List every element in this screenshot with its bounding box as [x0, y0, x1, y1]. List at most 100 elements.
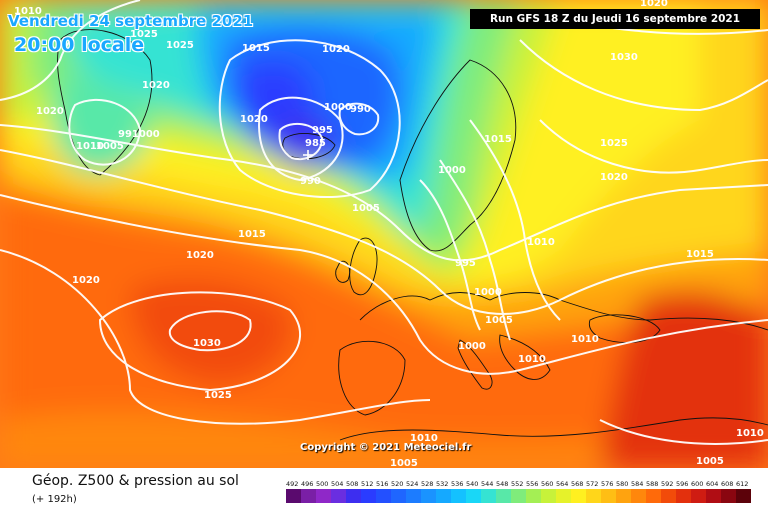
scale-tick-label: 552 [511, 480, 523, 488]
isobar-label: 1020 [36, 106, 64, 117]
isobar-label: 1000 [438, 165, 466, 176]
scale-tick-label: 556 [526, 480, 538, 488]
scale-tick-label: 524 [406, 480, 418, 488]
scale-swatch [706, 489, 721, 503]
isobar-label: 1020 [640, 0, 668, 9]
isobar-label: 1030 [610, 52, 638, 63]
scale-tick-label: 540 [466, 480, 478, 488]
scale-swatch [691, 489, 706, 503]
europe-coast [359, 292, 768, 331]
forecast-lead-time: (+ 192h) [32, 494, 77, 505]
low-center-marker [303, 150, 313, 160]
isobar-label: 1010 [571, 334, 599, 345]
isobar-label: 1005 [390, 458, 418, 468]
isobar-label: 1010 [76, 141, 104, 152]
scale-tick-label: 568 [571, 480, 583, 488]
scale-tick-label: 544 [481, 480, 493, 488]
isobar-label: 1010 [410, 433, 438, 444]
scale-swatch [421, 489, 436, 503]
isobar-label: 1020 [240, 114, 268, 125]
scale-tick-label: 512 [361, 480, 373, 488]
isobar-label: 1030 [193, 338, 221, 349]
scale-tick-label: 516 [376, 480, 388, 488]
isobar-label: 1020 [322, 44, 350, 55]
isobar-label: 1015 [686, 249, 714, 260]
scale-tick-label: 532 [436, 480, 448, 488]
scale-tick-label: 560 [541, 480, 553, 488]
scale-tick-label: 528 [421, 480, 433, 488]
forecast-date: Vendredi 24 septembre 2021 [8, 12, 254, 30]
isobar-label: 1010 [14, 6, 42, 17]
scale-tick-label: 584 [631, 480, 643, 488]
isobar-label: 1005 [96, 141, 124, 152]
isobar-label: 1025 [130, 29, 158, 40]
isobar-label: 1020 [600, 172, 628, 183]
scale-swatch [541, 489, 556, 503]
isobar-label: 1020 [186, 250, 214, 261]
italy-coast [457, 339, 493, 390]
copyright-notice: Copyright © 2021 Meteociel.fr [300, 442, 472, 453]
scale-tick-labels: 492 496 500 504 508 512 516 520 524 528 532 536 540 5… [286, 480, 748, 488]
scale-swatch [496, 489, 511, 503]
scale-swatch [301, 489, 316, 503]
scale-swatch [361, 489, 376, 503]
scale-tick-label: 508 [346, 480, 358, 488]
isobar-label: 995 [312, 125, 333, 136]
forecast-time: 20:00 locale [14, 34, 145, 56]
scale-tick-label: 600 [691, 480, 703, 488]
scale-swatch [511, 489, 526, 503]
scale-swatch [526, 489, 541, 503]
isobar-label: 1010 [518, 354, 546, 365]
scale-tick-label: 580 [616, 480, 628, 488]
scale-tick-label: 608 [721, 480, 733, 488]
scale-tick-label: 596 [676, 480, 688, 488]
isobar-label: 1015 [484, 134, 512, 145]
greenland-coast [57, 29, 153, 176]
isobar-label: 1020 [72, 275, 100, 286]
scale-tick-label: 520 [391, 480, 403, 488]
isobar-labels: 1010 1025 1025 1020 1020 991000 1010 100… [14, 0, 764, 468]
scale-tick-label: 536 [451, 480, 463, 488]
scale-swatch [721, 489, 736, 503]
scale-swatch [466, 489, 481, 503]
scale-tick-label: 504 [331, 480, 343, 488]
scale-swatch [571, 489, 586, 503]
isobar-label: 1000 [458, 341, 486, 352]
scale-swatch [451, 489, 466, 503]
geopotential-field [0, 0, 768, 468]
scale-swatch [286, 489, 301, 503]
isobar-label: 1015 [242, 43, 270, 54]
scale-swatch [736, 489, 751, 503]
scale-tick-label: 612 [736, 480, 748, 488]
isobar-label: 1005 [352, 203, 380, 214]
scale-tick-label: 576 [601, 480, 613, 488]
black-sea-coast [588, 314, 661, 343]
isobar-label: 1005 [696, 456, 724, 467]
isobar-label: 990 [350, 104, 371, 115]
isobar-label: 991000 [118, 129, 160, 140]
scale-swatch [406, 489, 421, 503]
map-title: Géop. Z500 & pression au sol [32, 473, 239, 489]
scale-swatch [376, 489, 391, 503]
scale-swatch [316, 489, 331, 503]
africa-coast [339, 417, 768, 441]
scale-swatch [331, 489, 346, 503]
scale-tick-label: 548 [496, 480, 508, 488]
coastlines [57, 29, 768, 441]
isobar-label: 1005 [485, 315, 513, 326]
scandinavia-coast [399, 59, 517, 252]
isobar-label: 1020 [142, 80, 170, 91]
scale-tick-label: 604 [706, 480, 718, 488]
scale-swatch [436, 489, 451, 503]
isobar-label: 985 [305, 138, 326, 149]
weather-map: 1010 1025 1025 1020 1020 991000 1010 100… [0, 0, 768, 468]
iberia-coast [338, 340, 406, 416]
isobar-label: 1000 [324, 102, 352, 113]
model-run-banner: Run GFS 18 Z du Jeudi 16 septembre 2021 [470, 9, 760, 29]
scale-swatch [676, 489, 691, 503]
scale-swatch [616, 489, 631, 503]
scale-tick-label: 496 [301, 480, 313, 488]
isobar-label: 1015 [238, 229, 266, 240]
scale-swatch [631, 489, 646, 503]
isobar-label: 1010 [736, 428, 764, 439]
